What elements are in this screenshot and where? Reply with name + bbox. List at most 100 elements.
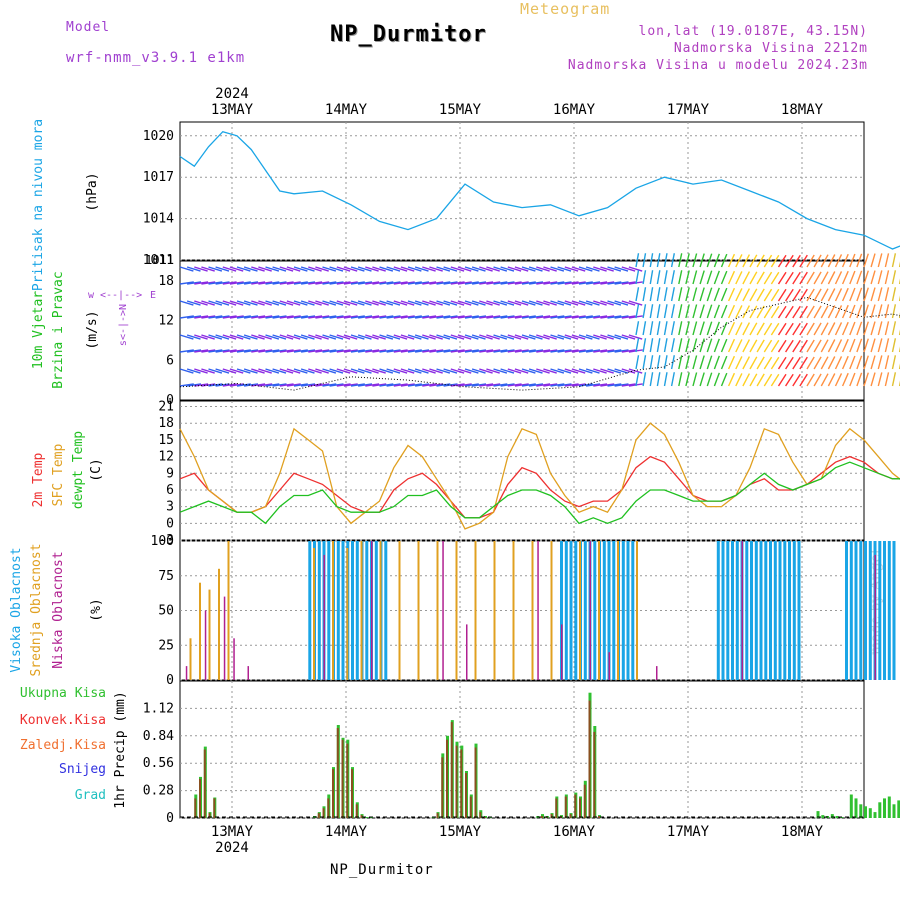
- cloud-mid-bar: [636, 541, 638, 680]
- wind-barb: [308, 300, 322, 306]
- wind-barb: [407, 383, 422, 387]
- wind-barb: [315, 368, 329, 374]
- wind-barb: [300, 300, 315, 306]
- wind-barb: [350, 266, 365, 272]
- cloud-mid-bar: [436, 541, 439, 680]
- wind-barb: [706, 287, 713, 302]
- wind-barb: [386, 368, 401, 374]
- wind-barb: [322, 383, 337, 387]
- wind-barb: [464, 368, 479, 374]
- wind-barb: [300, 281, 316, 285]
- wind-barb: [543, 334, 557, 340]
- wind-barb: [834, 254, 843, 268]
- station-title: NP_Durmitor: [330, 22, 487, 47]
- wind-barb: [727, 321, 736, 336]
- wind-legend-w: w: [88, 290, 95, 301]
- wind-barb: [792, 271, 801, 285]
- wind-barb: [279, 281, 294, 285]
- wind-barb: [407, 281, 422, 285]
- wind-barb: [215, 334, 230, 340]
- wind-barb: [471, 349, 487, 353]
- wind-barb: [251, 349, 266, 353]
- wind-barb: [343, 349, 358, 353]
- wind-barb: [593, 383, 608, 387]
- wind-barb: [742, 271, 751, 285]
- wind-barb: [528, 281, 544, 285]
- wind-barb: [300, 315, 316, 319]
- wind-barb: [727, 253, 736, 268]
- wind-barb: [678, 355, 683, 370]
- wind-barb: [308, 334, 322, 340]
- wind-barb: [528, 383, 544, 387]
- wind-barb: [315, 315, 330, 319]
- wind-barb: [486, 334, 500, 340]
- wind-barb: [749, 288, 758, 302]
- wind-barb: [571, 300, 586, 306]
- lonlat-label: lon,lat (19.0187E, 43.15N): [638, 24, 868, 39]
- wind-barb: [407, 334, 422, 340]
- precip-conv-bar: [213, 798, 216, 818]
- wind-barb: [785, 305, 794, 319]
- wind-barb: [841, 321, 849, 336]
- wind-barb: [471, 266, 486, 272]
- cloud-tick-label: 100: [151, 534, 174, 549]
- wind-barb: [258, 334, 272, 340]
- wind-barb: [201, 349, 216, 353]
- wind-barb: [585, 334, 600, 340]
- wind-barb: [820, 288, 829, 302]
- precip-conv-bar: [574, 794, 577, 818]
- wind-barb: [806, 356, 815, 370]
- wind-barb: [336, 300, 351, 306]
- wind-barb: [550, 315, 565, 319]
- wind-barb: [578, 266, 593, 272]
- wind-barb: [457, 300, 472, 306]
- precip-total-bar: [830, 814, 834, 818]
- wind-barb: [670, 304, 675, 319]
- wind-barb: [749, 356, 758, 370]
- wind-barb: [322, 334, 337, 340]
- wind-tick-label: 12: [158, 314, 174, 329]
- wind-barb: [350, 383, 365, 387]
- wind-barb: [436, 281, 451, 285]
- wind-barb: [571, 334, 586, 340]
- wind-barb: [670, 253, 675, 268]
- wind-barb: [720, 355, 728, 370]
- wind-barb: [820, 254, 829, 268]
- wind-barb: [507, 281, 522, 285]
- wind-barb: [820, 305, 829, 319]
- wind-barb: [536, 349, 551, 353]
- wind-barb: [357, 383, 373, 387]
- wind-panel-frame: [179, 260, 865, 401]
- wind-barb: [194, 281, 209, 285]
- wind-barb: [870, 372, 876, 387]
- wind-barb: [600, 349, 615, 353]
- wind-barb: [372, 281, 387, 285]
- wind-barb: [770, 373, 780, 387]
- wind-barb: [507, 383, 522, 387]
- wind-barb: [393, 281, 408, 285]
- cloud-high-bar: [351, 541, 354, 680]
- wind-barb: [678, 338, 683, 353]
- wind-barb: [443, 349, 458, 353]
- cloud-high-bar: [773, 541, 777, 680]
- wind-barb: [222, 334, 237, 340]
- precip-unit: 1hr Precip (mm): [113, 691, 128, 808]
- wind-barb: [756, 254, 765, 268]
- wind-barb: [692, 287, 698, 302]
- precip-conv-bar: [446, 739, 448, 818]
- wind-barb: [777, 305, 787, 319]
- wind-barb: [429, 383, 444, 387]
- wind-barb: [600, 383, 615, 387]
- temp-tick-label: 15: [158, 433, 174, 448]
- wind-barb: [236, 266, 251, 272]
- wind-barb: [343, 281, 358, 285]
- cloud-high-bar: [716, 541, 720, 680]
- wind-barb: [186, 383, 202, 387]
- wind-barb: [528, 266, 543, 272]
- cloud-high-bar: [607, 541, 611, 680]
- wind-barb: [649, 287, 654, 302]
- wind-barb: [222, 300, 237, 306]
- wind-barb: [379, 300, 394, 306]
- wind-barb: [471, 334, 486, 340]
- wind-barb: [692, 355, 698, 370]
